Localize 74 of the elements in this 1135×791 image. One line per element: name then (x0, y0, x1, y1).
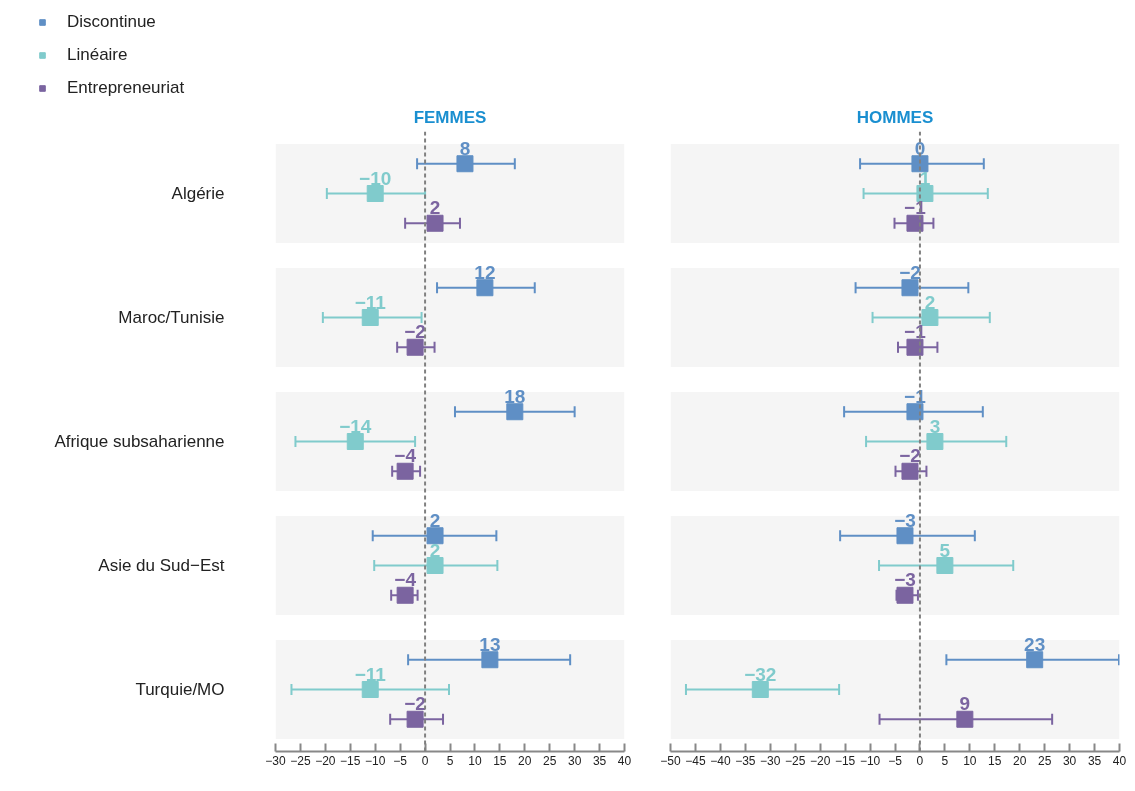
x-tick-label: −25 (785, 753, 806, 768)
y-tick-label: Asie du Sud−Est (98, 556, 225, 575)
data-label: 3 (929, 415, 941, 437)
x-tick-label: −10 (859, 753, 881, 768)
x-tick-label: −5 (888, 753, 903, 768)
data-label: 8 (459, 137, 471, 159)
data-label: −1 (904, 321, 927, 343)
data-label: 0 (914, 137, 926, 159)
data-label: 13 (479, 633, 501, 655)
legend-label: Entrepreneuriat (67, 77, 185, 99)
x-tick-label: −20 (809, 753, 831, 768)
data-label: −1 (904, 197, 927, 219)
data-label: −32 (744, 663, 777, 685)
x-tick-label: 0 (421, 753, 429, 768)
y-tick-label: Algérie (171, 184, 225, 203)
x-tick-label: 25 (1037, 753, 1052, 768)
data-label: −10 (359, 167, 392, 189)
x-tick-label: 40 (617, 753, 632, 768)
x-tick-label: 0 (916, 753, 924, 768)
chart-title: HOMMES (856, 107, 934, 127)
data-label: 2 (429, 197, 441, 219)
data-label: −3 (894, 509, 916, 531)
data-label: 2 (429, 509, 441, 531)
x-tick-label: −30 (265, 753, 286, 768)
x-tick-label: 5 (941, 753, 949, 768)
x-tick-label: −20 (315, 753, 336, 768)
data-label: −2 (899, 261, 921, 283)
x-tick-label: 25 (543, 753, 557, 768)
x-tick-label: 10 (468, 753, 482, 768)
data-label: 23 (1024, 633, 1046, 655)
legend-label: Linéaire (67, 44, 128, 66)
x-tick-label: 35 (1087, 753, 1102, 768)
x-tick-label: −15 (340, 753, 361, 768)
x-tick-label: 15 (988, 753, 1002, 768)
x-tick-label: −10 (365, 753, 386, 768)
data-label: 18 (504, 385, 526, 407)
data-label: −2 (899, 445, 921, 467)
data-label: −3 (894, 569, 916, 591)
x-tick-label: −15 (834, 753, 856, 768)
data-label: 1 (919, 167, 931, 189)
y-tick-label: Afrique subsaharienne (54, 432, 225, 451)
x-tick-label: 15 (493, 753, 507, 768)
y-tick-label: Maroc/Tunisie (118, 308, 225, 327)
x-tick-label: −30 (760, 753, 781, 768)
x-tick-label: 30 (1062, 753, 1077, 768)
data-label: −4 (394, 569, 417, 591)
data-label: 9 (959, 693, 971, 715)
x-tick-label: −5 (393, 753, 408, 768)
x-tick-label: 20 (518, 753, 532, 768)
data-label: −2 (404, 321, 426, 343)
y-tick-label: Turquie/MO (135, 680, 225, 699)
x-tick-label: −25 (290, 753, 311, 768)
x-tick-label: 5 (446, 753, 454, 768)
x-tick-label: 10 (963, 753, 977, 768)
data-label: −4 (394, 445, 417, 467)
legend-label: Discontinue (67, 11, 156, 33)
x-tick-label: 40 (1112, 753, 1127, 768)
data-label: −2 (404, 693, 426, 715)
data-label: 12 (474, 261, 496, 283)
data-label: 2 (429, 539, 441, 561)
x-tick-label: 30 (567, 753, 582, 768)
x-tick-label: −35 (735, 753, 756, 768)
x-tick-label: −45 (685, 753, 706, 768)
data-label: 2 (924, 291, 936, 313)
data-label: −14 (339, 415, 372, 437)
data-label: 5 (939, 539, 951, 561)
data-label: −11 (354, 663, 387, 685)
chart-title: FEMMES (413, 107, 487, 127)
data-label: −11 (354, 291, 387, 313)
x-tick-label: −40 (710, 753, 731, 768)
x-tick-label: 35 (592, 753, 607, 768)
x-tick-label: −50 (660, 753, 681, 768)
x-tick-label: 20 (1013, 753, 1027, 768)
data-label: −1 (904, 385, 927, 407)
